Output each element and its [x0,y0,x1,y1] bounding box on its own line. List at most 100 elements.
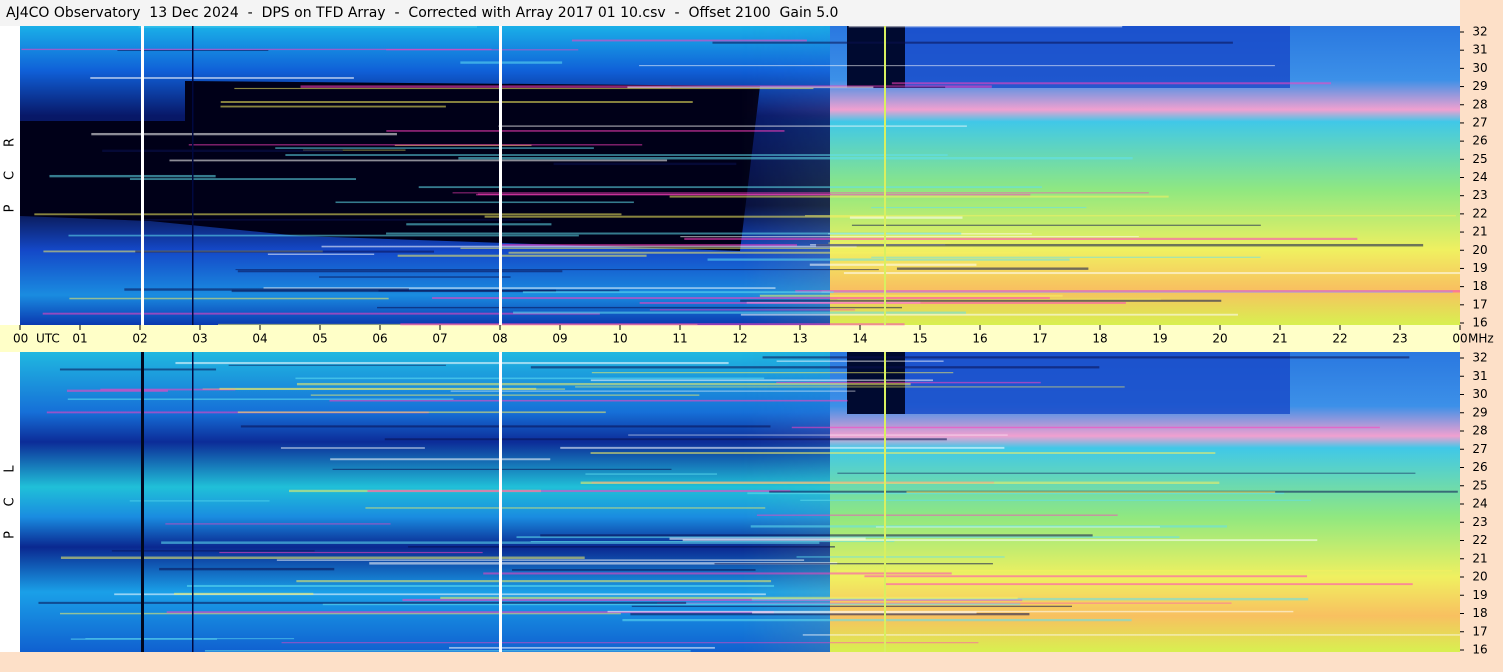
streak [237,411,606,414]
streak [322,603,1021,606]
streak [67,398,454,401]
panel-label: P [3,204,18,212]
streak [759,294,1063,297]
streak [795,290,1460,293]
streak [622,618,1132,622]
streak [90,76,354,79]
streak [891,82,1332,85]
spike [499,26,502,325]
freq-tick-label: 17 [1472,297,1487,311]
streak [321,245,857,248]
streak [166,611,774,614]
streak [740,313,1238,316]
streak [499,244,798,247]
freq-tick-label: 25 [1472,478,1487,492]
frequency-unit: MHz [1468,332,1494,346]
streak [740,299,1222,302]
streak [169,159,668,162]
streak [91,132,397,136]
streak [432,297,1050,299]
streak [896,267,1089,270]
streak [281,642,979,644]
streak [129,178,357,181]
freq-tick-label: 16 [1472,316,1487,330]
streak [377,306,902,309]
streak [796,556,1005,558]
spectrogram-panel [20,26,1460,326]
streak [837,472,1416,474]
streak [458,156,1133,160]
time-tick-label: 00 [1452,332,1467,346]
streak [802,634,1460,636]
streak [280,447,425,449]
streak [628,434,1008,436]
streak [747,492,1285,495]
streak [498,125,967,127]
time-tick-label: 04 [252,332,267,346]
time-tick-label: 06 [372,332,387,346]
streak [114,593,766,596]
streak [752,611,977,614]
streak [875,526,1160,528]
freq-tick-label: 20 [1472,243,1487,257]
streak [406,223,552,226]
streak [235,269,879,271]
streak [590,379,933,382]
streak [540,534,1093,537]
streak [295,377,765,380]
panel-label: R [3,138,18,147]
time-tick-label: 16 [972,332,987,346]
streak [560,446,1005,449]
time-tick-label: 14 [852,332,867,346]
streak [161,541,820,544]
freq-tick-label: 22 [1472,206,1487,220]
streak [234,87,814,90]
time-tick-label: 09 [552,332,567,346]
time-tick-label: 13 [792,332,807,346]
streak [484,215,888,218]
time-tick-label: 10 [612,332,627,346]
streak [756,514,1118,516]
bottom-strip [0,652,1460,672]
panel-label: P [3,531,18,539]
dark-block [847,26,905,88]
frequency-strip [1460,0,1503,672]
streak [682,539,1318,542]
streak [111,550,315,552]
streak [448,646,715,649]
streak [365,507,766,509]
freq-tick-label: 30 [1472,387,1487,401]
freq-tick-label: 32 [1472,25,1487,39]
streak [34,213,622,216]
streak [776,360,944,362]
streak [397,254,647,257]
time-tick-label: 05 [312,332,327,346]
streak [460,61,563,64]
panel-label: C [3,497,18,506]
streak [384,438,947,441]
streak [303,149,406,151]
streak [483,572,952,575]
streak [402,598,1023,602]
streak [124,288,409,291]
streak [669,537,866,540]
streak [59,368,217,371]
streak [627,86,874,89]
streak [871,206,1087,209]
streak [476,193,1031,196]
streak [188,144,643,146]
streak [66,389,168,392]
panel-label: C [3,171,18,180]
streak [684,237,1358,240]
streak [49,174,216,178]
streak [296,580,772,583]
streak [762,356,1410,359]
streak [329,399,848,402]
freq-tick-label: 28 [1472,424,1487,438]
streak [516,536,1180,539]
streak [776,381,1041,384]
streak [319,276,511,278]
streak [165,523,391,525]
streak [186,584,775,587]
